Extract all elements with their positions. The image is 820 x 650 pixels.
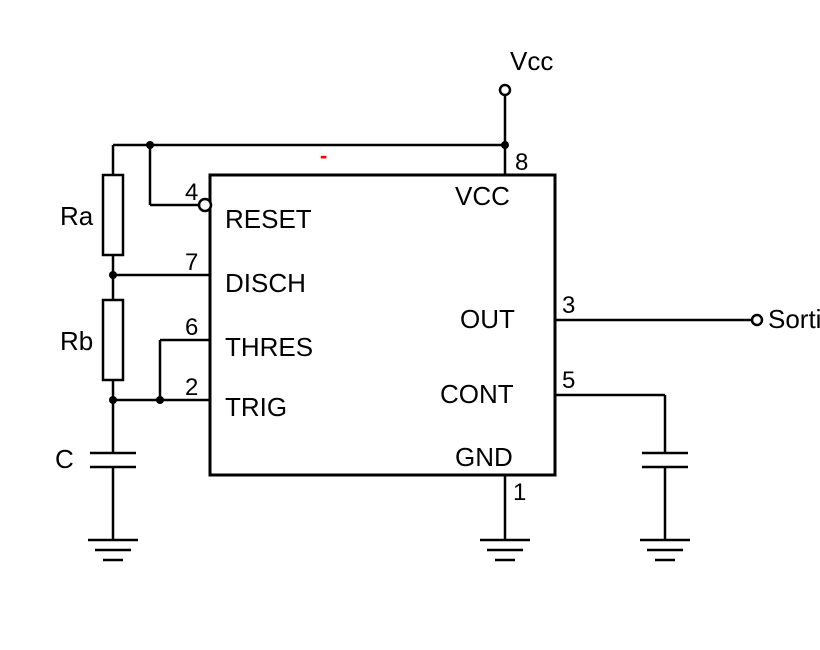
c-label: C [55, 444, 74, 474]
pin-3-num: 3 [562, 292, 575, 319]
ra-label: Ra [60, 201, 94, 231]
circuit-diagram: Vcc 8 VCC 1 GND 4 RESET 7 DISCH 6 THRES … [0, 0, 820, 650]
vcc-terminal [500, 85, 510, 95]
capacitor-c2 [642, 453, 688, 467]
pin-1-num: 1 [513, 479, 526, 506]
pin-vcc-label: VCC [455, 181, 510, 211]
node-thres-trig [156, 396, 164, 404]
pin-4-num: 4 [185, 179, 198, 206]
rb-label: Rb [60, 326, 93, 356]
vcc-label: Vcc [510, 46, 553, 76]
pin-8-num: 8 [515, 149, 528, 176]
out-terminal [752, 315, 762, 325]
node-reset-top [146, 141, 154, 149]
pin-gnd-label: GND [455, 442, 513, 472]
ground-c2 [640, 540, 690, 560]
pin-reset-label: RESET [225, 204, 312, 234]
pin-out-label: OUT [460, 304, 515, 334]
resistor-ra [103, 175, 123, 255]
node-vcc-junction [501, 141, 509, 149]
pin-disch-label: DISCH [225, 268, 306, 298]
ground-chip [480, 540, 530, 560]
pin-thres-label: THRES [225, 332, 313, 362]
capacitor-c [90, 453, 136, 467]
pin-5-num: 5 [562, 367, 575, 394]
pin-2-num: 2 [185, 374, 198, 401]
ground-c [88, 540, 138, 560]
node-disch [109, 271, 117, 279]
resistor-rb [103, 300, 123, 380]
reset-bubble [199, 199, 211, 211]
pin-7-num: 7 [185, 249, 198, 276]
sortie-label: Sortie [768, 304, 820, 334]
pin-6-num: 6 [185, 314, 198, 341]
pin-cont-label: CONT [440, 379, 514, 409]
pin-trig-label: TRIG [225, 392, 287, 422]
node-trig [109, 396, 117, 404]
red-minus: - [320, 143, 327, 168]
